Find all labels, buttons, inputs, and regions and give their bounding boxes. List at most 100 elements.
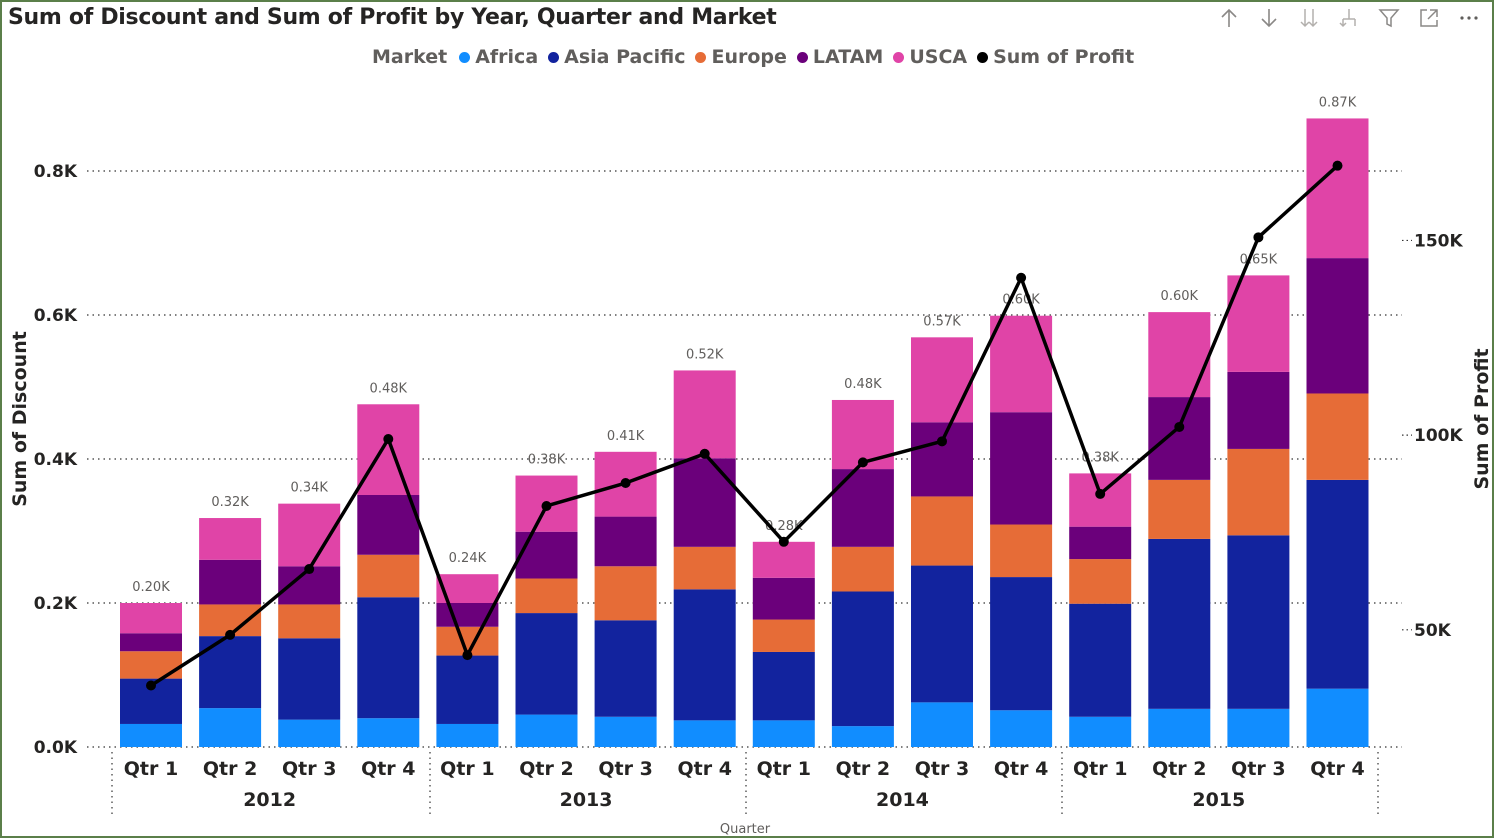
bar-segment-africa[interactable] [752,720,815,747]
bar-segment-latam[interactable] [199,559,262,605]
bar-segment-usca[interactable] [673,370,736,459]
bar-segment-asia-pacific[interactable] [1306,479,1369,689]
bar-segment-africa[interactable] [831,726,894,747]
bar-segment-africa[interactable] [1148,708,1211,747]
bar-segment-latam[interactable] [1069,526,1132,560]
legend-item-europe[interactable]: Europe [695,46,787,68]
legend-item-sum-of-profit[interactable]: Sum of Profit [977,46,1134,68]
bar-segment-latam[interactable] [594,516,657,567]
bar-segment-europe[interactable] [1227,448,1290,536]
legend-item-usca[interactable]: USCA [893,46,967,68]
bar-segment-usca[interactable] [911,337,973,423]
bar-segment-usca[interactable] [752,541,815,578]
bar-segment-usca[interactable] [199,518,262,560]
x-tick-label: Qtr 2 [203,758,257,780]
bar-segment-europe[interactable] [1148,479,1211,539]
bar-segment-latam[interactable] [990,412,1053,525]
profit-point[interactable] [778,536,789,547]
bar-segment-asia-pacific[interactable] [436,655,499,724]
expand-hierarchy-icon[interactable] [1336,4,1362,32]
bar-segment-usca[interactable] [990,315,1053,413]
bar-segment-africa[interactable] [278,719,341,747]
bar-segment-europe[interactable] [673,546,736,590]
bar-segment-usca[interactable] [1227,275,1290,372]
bar-segment-latam[interactable] [357,495,420,555]
profit-point[interactable] [1095,488,1106,499]
bar-segment-asia-pacific[interactable] [278,638,341,720]
bar-segment-europe[interactable] [357,554,420,598]
bar-segment-asia-pacific[interactable] [752,651,815,721]
bar-segment-usca[interactable] [120,603,182,634]
bar-segment-europe[interactable] [1306,393,1369,480]
bar-segment-asia-pacific[interactable] [911,565,973,703]
legend-item-latam[interactable]: LATAM [796,46,883,68]
profit-point[interactable] [620,478,631,489]
bar-segment-asia-pacific[interactable] [990,577,1053,711]
bar-segment-africa[interactable] [990,710,1053,747]
bar-segment-usca[interactable] [1306,118,1369,259]
bar-segment-asia-pacific[interactable] [1227,535,1290,709]
profit-point[interactable] [937,436,947,447]
bar-segment-europe[interactable] [278,604,341,639]
profit-point[interactable] [225,629,236,640]
bar-segment-europe[interactable] [911,496,973,566]
profit-point[interactable] [462,650,473,661]
bar-segment-latam[interactable] [752,577,815,620]
profit-point[interactable] [1253,232,1264,243]
bar-segment-asia-pacific[interactable] [673,589,736,721]
bar-segment-latam[interactable] [911,422,973,497]
bar-segment-europe[interactable] [1069,559,1132,604]
total-data-label: 0.87K [1319,95,1357,110]
bar-segment-africa[interactable] [1306,688,1369,747]
profit-point[interactable] [146,680,156,691]
bar-segment-europe[interactable] [515,578,578,614]
bar-segment-africa[interactable] [1069,716,1132,747]
filter-icon[interactable] [1376,4,1402,32]
bar-segment-africa[interactable] [673,720,736,747]
bar-segment-asia-pacific[interactable] [515,613,578,715]
bar-segment-africa[interactable] [120,723,182,747]
profit-point[interactable] [541,500,552,511]
bar-segment-latam[interactable] [1306,258,1369,394]
bar-segment-africa[interactable] [594,716,657,747]
bar-segment-europe[interactable] [990,524,1053,578]
bar-segment-europe[interactable] [752,619,815,652]
bar-segment-europe[interactable] [831,546,894,592]
bar-segment-africa[interactable] [199,708,262,747]
legend-item-africa[interactable]: Africa [459,46,538,68]
double-arrow-down-icon[interactable] [1296,4,1322,32]
bar-segment-asia-pacific[interactable] [1148,538,1211,709]
bar-segment-asia-pacific[interactable] [594,620,657,717]
bar-segment-usca[interactable] [1148,312,1211,398]
bar-segment-latam[interactable] [673,458,736,547]
profit-point[interactable] [383,434,394,445]
bar-segment-asia-pacific[interactable] [831,591,894,727]
bar-segment-latam[interactable] [1148,397,1211,480]
bar-segment-latam[interactable] [120,633,182,652]
bar-segment-africa[interactable] [1227,708,1290,747]
profit-point[interactable] [1016,272,1027,283]
bar-segment-latam[interactable] [515,531,578,579]
bar-segment-africa[interactable] [911,702,973,747]
profit-point[interactable] [857,457,868,468]
profit-point[interactable] [1332,160,1343,171]
arrow-down-icon[interactable] [1256,4,1282,32]
bar-segment-usca[interactable] [1069,473,1132,527]
bar-segment-europe[interactable] [594,566,657,621]
bar-segment-latam[interactable] [1227,371,1290,449]
profit-point[interactable] [304,564,315,575]
bar-segment-usca[interactable] [357,404,420,495]
bar-segment-asia-pacific[interactable] [1069,603,1132,717]
bar-segment-europe[interactable] [120,651,182,679]
bar-segment-africa[interactable] [515,714,578,747]
bar-segment-africa[interactable] [436,723,499,747]
profit-point[interactable] [699,448,710,459]
bar-segment-africa[interactable] [357,718,420,747]
arrow-up-icon[interactable] [1216,4,1242,32]
bar-segment-latam[interactable] [831,469,894,547]
bar-segment-asia-pacific[interactable] [357,597,420,719]
focus-mode-icon[interactable] [1416,4,1442,32]
more-options-icon[interactable] [1456,4,1482,32]
profit-point[interactable] [1174,421,1185,432]
legend-item-asia-pacific[interactable]: Asia Pacific [548,46,685,68]
